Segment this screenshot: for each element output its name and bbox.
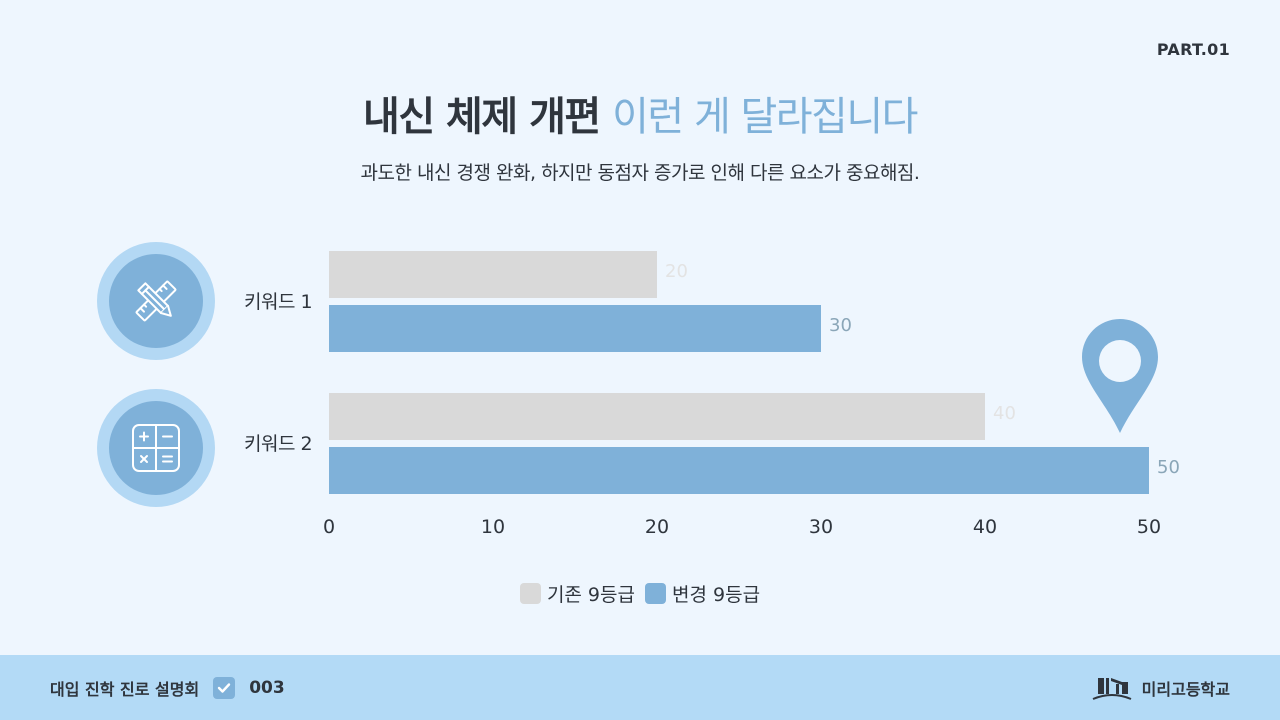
x-tick: 0 (322, 516, 336, 538)
keyword-1-icon-badge (97, 242, 215, 360)
page-subtitle: 과도한 내신 경쟁 완화, 하지만 동점자 증가로 인해 다른 요소가 중요해짐… (360, 162, 920, 184)
bar-keyword1-changed (329, 305, 821, 352)
legend-item-changed: 변경 9등급 (645, 580, 760, 607)
check-icon (213, 676, 236, 699)
bar-keyword2-existing (329, 393, 985, 440)
value-label: 40 (993, 403, 1016, 424)
legend-swatch-gray (519, 583, 541, 604)
title-accent: 이런 게 달라집니다 (612, 94, 918, 140)
value-label: 20 (665, 261, 688, 282)
legend-swatch-blue (645, 583, 666, 604)
location-pin-icon (1082, 319, 1158, 433)
x-tick: 30 (808, 516, 834, 538)
event-name: 대입 진학 진로 설명회 (50, 679, 200, 699)
legend-label: 기존 9등급 (546, 584, 635, 606)
ruler-pencil-icon (135, 280, 177, 322)
x-tick: 20 (644, 516, 670, 538)
bar-keyword2-changed (329, 447, 1149, 494)
legend-label: 변경 9등급 (672, 584, 761, 606)
school-name: 미리고등학교 (1141, 679, 1230, 699)
keyword-2-icon-badge (97, 389, 215, 507)
value-label: 50 (1157, 457, 1180, 478)
x-tick: 50 (1136, 516, 1162, 538)
footer-bar: 대입 진학 진로 설명회 003 미리고등학교 (0, 655, 1280, 720)
x-tick: 40 (972, 516, 998, 538)
value-label: 30 (829, 315, 852, 336)
school-logo-icon (1092, 677, 1132, 700)
legend-item-existing: 기존 9등급 (519, 580, 635, 607)
page-number: 003 (249, 677, 285, 698)
calculator-icon (132, 424, 180, 472)
category-label-2: 키워드 2 (244, 433, 313, 455)
chart-legend: 기존 9등급 변경 9등급 (0, 580, 1280, 607)
part-label: PART.01 (1156, 40, 1230, 59)
category-label-1: 키워드 1 (244, 291, 313, 313)
x-tick: 10 (480, 516, 506, 538)
title-dark: 내신 체제 개편 (363, 94, 601, 140)
bar-keyword1-existing (329, 251, 657, 298)
page-title: 내신 체제 개편 이런 게 달라집니다 (0, 84, 1280, 142)
